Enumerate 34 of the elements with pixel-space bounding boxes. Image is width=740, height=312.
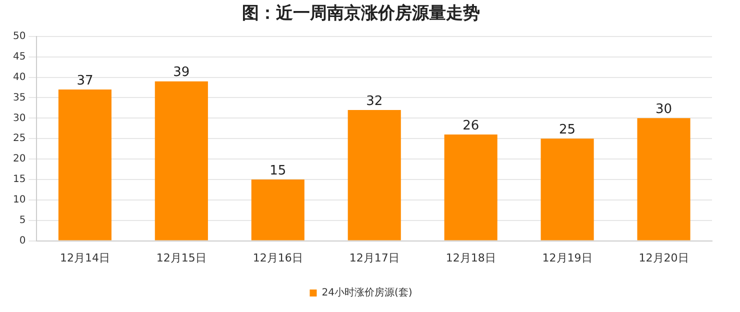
y-tick-label: 20 (12, 154, 26, 165)
x-tick-label: 12月15日 (156, 251, 206, 264)
data-label: 26 (462, 118, 480, 134)
data-label: 15 (270, 163, 286, 178)
y-tick-label: 15 (12, 174, 26, 186)
x-tick-label: 12月14日 (60, 251, 110, 264)
y-tick-label: 30 (12, 112, 26, 124)
bar (637, 118, 690, 240)
y-tick-label: 35 (12, 92, 26, 104)
x-tick-label: 12月18日 (446, 251, 496, 264)
bar (58, 90, 112, 240)
chart-title: 图：近一周南京涨价房源量走势 (242, 4, 480, 24)
data-label: 25 (559, 122, 576, 138)
data-label: 30 (655, 102, 672, 118)
y-tick-label: 5 (19, 214, 26, 226)
data-label: 37 (76, 73, 94, 88)
y-tick-label: 0 (19, 235, 26, 246)
data-label: 39 (173, 65, 190, 80)
bar (348, 110, 401, 240)
y-tick-label: 10 (12, 194, 26, 206)
bar (251, 179, 304, 240)
bar (444, 134, 498, 240)
bar (540, 138, 594, 240)
x-tick-label: 12月16日 (252, 251, 303, 264)
x-tick-label: 12月20日 (638, 251, 689, 264)
legend-label: 24小时涨价房源(套) (322, 286, 412, 299)
data-label: 32 (366, 94, 383, 109)
bar (154, 81, 208, 240)
x-tick-label: 12月19日 (542, 251, 592, 264)
y-tick-label: 40 (12, 72, 26, 83)
y-tick-label: 50 (12, 30, 26, 42)
y-tick-label: 45 (12, 51, 26, 62)
x-tick-label: 12月17日 (349, 251, 400, 264)
y-tick-label: 25 (12, 133, 26, 144)
